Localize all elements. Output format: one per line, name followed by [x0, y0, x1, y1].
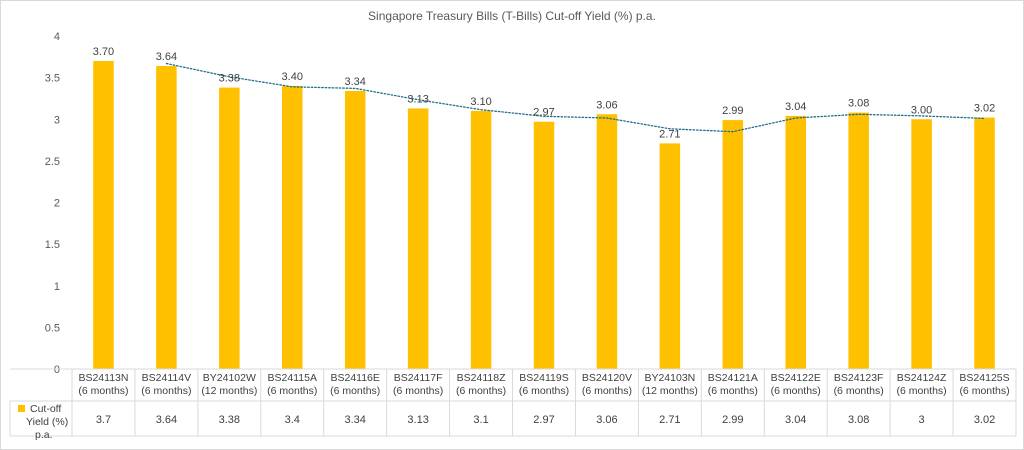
x-tick-label: (6 months) [267, 385, 317, 397]
y-tick-label: 0 [54, 364, 60, 376]
x-tick-label: (6 months) [959, 385, 1009, 397]
x-tick-label: (6 months) [771, 385, 821, 397]
x-tick-label: (6 months) [897, 385, 947, 397]
x-tick-label: BS24123F [834, 372, 884, 384]
data-label: 3.10 [470, 96, 491, 108]
x-tick-label: BS24122E [771, 372, 821, 384]
bar [974, 117, 995, 370]
x-tick-label: BS24113N [78, 372, 128, 384]
y-tick-label: 3 [54, 114, 60, 126]
data-label: 3.64 [156, 51, 177, 63]
table-value: 3.02 [974, 414, 995, 426]
x-tick-label: BS24124Z [897, 372, 947, 384]
data-label: 3.13 [407, 93, 428, 105]
table-value: 3.38 [219, 414, 240, 426]
y-tick-label: 3.5 [45, 73, 60, 85]
bar [407, 108, 429, 370]
table-value: 3.06 [596, 414, 617, 426]
data-table: BS24113N(6 months)BS24114V(6 months)BY24… [9, 368, 1017, 441]
data-label: 3.04 [785, 101, 806, 113]
x-tick-label: BS24114V [142, 372, 191, 384]
legend-swatch [18, 405, 25, 412]
data-label: 2.71 [659, 128, 680, 140]
data-label: 3.38 [219, 73, 240, 85]
y-tick-label: 0.5 [45, 322, 60, 334]
x-tick-label: (6 months) [708, 385, 758, 397]
table-value: 2.99 [722, 414, 743, 426]
table-value: 2.71 [659, 414, 680, 426]
table-value: 3.4 [285, 414, 300, 426]
x-tick-label: BS24120V [582, 372, 632, 384]
data-label: 3.34 [344, 76, 365, 88]
x-tick-label: (6 months) [78, 385, 128, 397]
legend-label: p.a. [35, 429, 53, 441]
data-label: 2.99 [722, 105, 743, 117]
table-value: 3.1 [473, 414, 488, 426]
table-value: 3.13 [407, 414, 428, 426]
x-tick-label: (6 months) [456, 385, 506, 397]
bar [470, 110, 492, 370]
x-tick-label: BS24121A [708, 372, 758, 384]
bar [596, 114, 618, 369]
bar [156, 65, 177, 369]
x-tick-label: BS24119S [519, 372, 568, 384]
bar [722, 120, 744, 370]
x-tick-label: BS24116E [330, 372, 379, 384]
x-tick-label: BS24115A [268, 372, 317, 384]
x-tick-label: (6 months) [834, 385, 884, 397]
data-label: 3.40 [282, 71, 303, 83]
data-label: 3.70 [93, 46, 114, 58]
x-tick-label: (6 months) [141, 385, 191, 397]
x-tick-label: BY24103N [644, 372, 695, 384]
table-value: 3.08 [848, 414, 869, 426]
table-value: 3.34 [344, 414, 365, 426]
table-value: 2.97 [533, 414, 554, 426]
bar [93, 60, 114, 369]
chart-title: Singapore Treasury Bills (T-Bills) Cut-o… [368, 9, 656, 23]
trendline-path [165, 62, 986, 133]
data-label: 3.06 [596, 99, 617, 111]
x-tick-label: BY24102W [203, 372, 256, 384]
table-value: 3.64 [156, 414, 177, 426]
table-value: 3.04 [785, 414, 806, 426]
legend-label: Yield (%) [26, 416, 68, 428]
data-label: 3.02 [974, 103, 995, 115]
x-tick-label: (12 months) [642, 385, 698, 397]
bar [533, 121, 555, 369]
data-label: 3.08 [848, 98, 869, 110]
bar [785, 115, 806, 369]
x-tick-label: (6 months) [582, 385, 632, 397]
trendline [165, 62, 986, 133]
y-tick-label: 2.5 [45, 156, 60, 168]
y-tick-label: 1 [54, 281, 60, 293]
legend-label: Cut-off [30, 403, 61, 415]
x-tick-label: (12 months) [201, 385, 257, 397]
x-tick-label: (6 months) [393, 385, 443, 397]
bar [282, 85, 303, 369]
table-value: 3 [919, 414, 925, 426]
bar [344, 90, 366, 369]
table-value: 3.7 [96, 414, 111, 426]
x-tick-label: BS24118Z [457, 372, 506, 384]
bars [93, 60, 995, 370]
bar [219, 87, 240, 370]
y-axis: 0 0.5 1 1.5 2 2.5 3 3.5 4 [45, 31, 60, 376]
data-label: 2.97 [533, 107, 554, 119]
x-tick-label: (6 months) [519, 385, 569, 397]
x-tick-label: BS24117F [394, 372, 443, 384]
x-tick-label: (6 months) [330, 385, 380, 397]
bar [659, 143, 681, 369]
data-labels: 3.70 3.64 3.38 3.40 3.34 3.13 3.10 2.97 3.06 2.71… [93, 46, 995, 140]
bar [911, 119, 932, 369]
y-tick-label: 1.5 [45, 239, 60, 251]
y-tick-label: 4 [54, 31, 60, 43]
data-label: 3.00 [911, 104, 932, 116]
x-tick-label: BS24125S [959, 372, 1009, 384]
bar [848, 112, 869, 369]
y-tick-label: 2 [54, 198, 60, 210]
